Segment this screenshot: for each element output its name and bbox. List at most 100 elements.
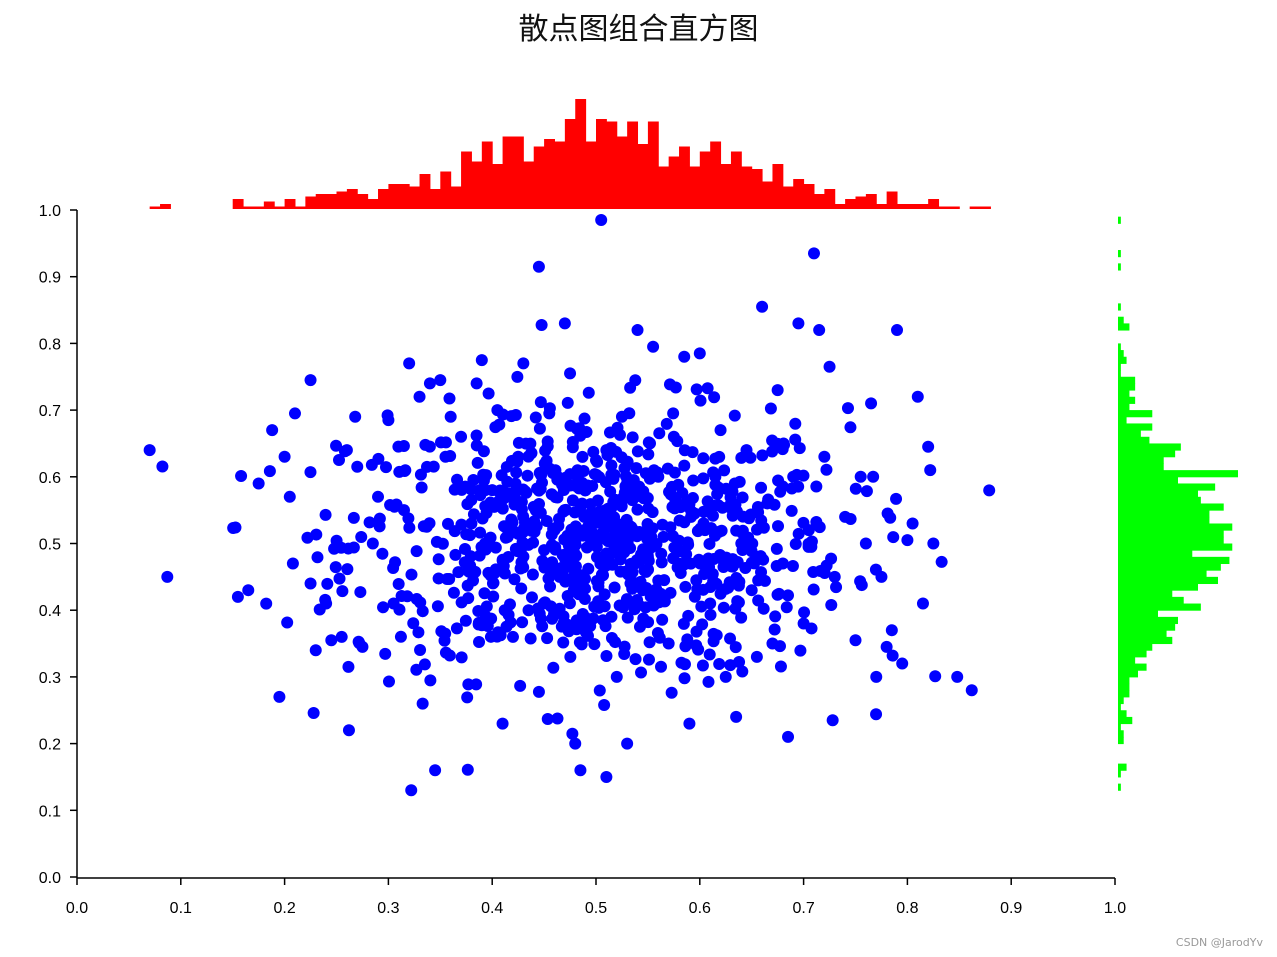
top-histogram-bar bbox=[564, 119, 576, 209]
scatter-point bbox=[678, 459, 691, 472]
scatter-point bbox=[710, 577, 723, 590]
top-histogram-bar bbox=[855, 196, 867, 209]
scatter-point bbox=[558, 317, 571, 330]
scatter-point bbox=[338, 445, 351, 458]
scatter-point bbox=[281, 616, 294, 629]
scatter-point bbox=[587, 445, 600, 458]
y-tick-label: 0.8 bbox=[39, 336, 61, 353]
right-histogram-bar bbox=[1118, 376, 1136, 384]
scatter-point bbox=[643, 636, 656, 649]
top-histogram-bar bbox=[865, 194, 877, 209]
scatter-point bbox=[472, 604, 485, 617]
scatter-point bbox=[757, 602, 770, 615]
right-histogram-bar bbox=[1118, 356, 1127, 364]
top-histogram-bar bbox=[440, 171, 452, 209]
scatter-point bbox=[569, 533, 582, 545]
scatter-point bbox=[965, 684, 978, 697]
scatter-point bbox=[807, 247, 820, 260]
scatter-point bbox=[564, 367, 577, 380]
scatter-point bbox=[891, 324, 904, 337]
top-histogram-bar bbox=[897, 204, 908, 209]
scatter-point bbox=[483, 532, 496, 545]
scatter-point bbox=[813, 324, 826, 337]
top-histogram-bar bbox=[243, 206, 254, 209]
scatter-point bbox=[642, 502, 655, 515]
scatter-point bbox=[498, 567, 511, 580]
right-histogram-bar bbox=[1118, 570, 1207, 578]
right-histogram-bar bbox=[1118, 663, 1147, 671]
scatter-point bbox=[566, 441, 579, 454]
scatter-point bbox=[805, 622, 818, 635]
scatter-point bbox=[514, 679, 527, 692]
scatter-point bbox=[462, 565, 475, 578]
scatter-point bbox=[869, 563, 882, 576]
top-histogram-bar bbox=[160, 204, 171, 209]
scatter-point bbox=[376, 547, 389, 560]
top-histogram-bar bbox=[253, 206, 265, 209]
scatter-point bbox=[544, 580, 557, 593]
scatter-point bbox=[598, 522, 611, 535]
scatter-point bbox=[516, 616, 529, 629]
scatter-point bbox=[792, 480, 805, 493]
scatter-point bbox=[703, 648, 716, 661]
scatter-point bbox=[325, 634, 338, 647]
top-histogram-bar bbox=[876, 204, 888, 209]
scatter-point bbox=[789, 538, 802, 551]
top-histogram-bar bbox=[813, 194, 825, 209]
scatter-point bbox=[541, 632, 554, 645]
scatter-point bbox=[461, 691, 474, 704]
scatter-point bbox=[929, 670, 942, 683]
scatter-point bbox=[665, 480, 678, 493]
scatter-point bbox=[750, 650, 763, 663]
right-histogram-bar bbox=[1118, 770, 1121, 778]
scatter-point bbox=[463, 529, 476, 542]
scatter-point bbox=[773, 640, 786, 653]
scatter-point bbox=[465, 493, 478, 506]
scatter-point bbox=[558, 504, 571, 517]
scatter-point bbox=[762, 493, 775, 506]
top-histogram-bar bbox=[751, 169, 763, 209]
scatter-point bbox=[724, 659, 737, 672]
scatter-point bbox=[664, 586, 677, 599]
scatter-point bbox=[614, 565, 627, 578]
top-histogram-bar bbox=[658, 166, 670, 209]
scatter-point bbox=[693, 347, 706, 360]
scatter-point bbox=[621, 535, 634, 548]
top-histogram-bar bbox=[481, 141, 493, 209]
scatter-point bbox=[510, 466, 523, 479]
y-tick-label: 0.5 bbox=[39, 537, 61, 554]
scatter-point bbox=[640, 565, 653, 578]
right-histogram-bar bbox=[1118, 216, 1121, 224]
scatter-point bbox=[543, 402, 556, 415]
scatter-point bbox=[394, 630, 407, 643]
scatter-point bbox=[880, 640, 893, 653]
scatter-point bbox=[630, 462, 643, 475]
scatter-point bbox=[539, 596, 552, 609]
top-histogram-bar bbox=[928, 199, 940, 209]
y-tick-label: 0.4 bbox=[39, 603, 61, 620]
scatter-point bbox=[844, 512, 857, 525]
scatter-point bbox=[416, 697, 429, 710]
right-histogram-bar bbox=[1118, 456, 1164, 464]
scatter-point bbox=[706, 567, 719, 580]
scatter-point bbox=[403, 521, 416, 534]
scatter-point bbox=[459, 614, 472, 627]
right-histogram-bar bbox=[1118, 690, 1130, 698]
scatter-point bbox=[309, 644, 322, 657]
scatter-point bbox=[621, 737, 634, 750]
scatter-point bbox=[547, 661, 560, 674]
top-histogram-bar bbox=[336, 191, 348, 209]
top-histogram-bar bbox=[689, 166, 701, 209]
right-histogram-bar bbox=[1118, 716, 1133, 725]
scatter-point bbox=[916, 597, 929, 610]
scatter-point bbox=[756, 449, 769, 462]
scatter-point bbox=[342, 660, 355, 673]
scatter-point bbox=[304, 577, 317, 590]
scatter-point bbox=[541, 712, 554, 725]
y-tick-label: 0.0 bbox=[39, 870, 61, 887]
scatter-point bbox=[286, 557, 299, 570]
scatter-point bbox=[429, 764, 442, 777]
scatter-point bbox=[790, 468, 803, 481]
scatter-point bbox=[697, 472, 710, 485]
